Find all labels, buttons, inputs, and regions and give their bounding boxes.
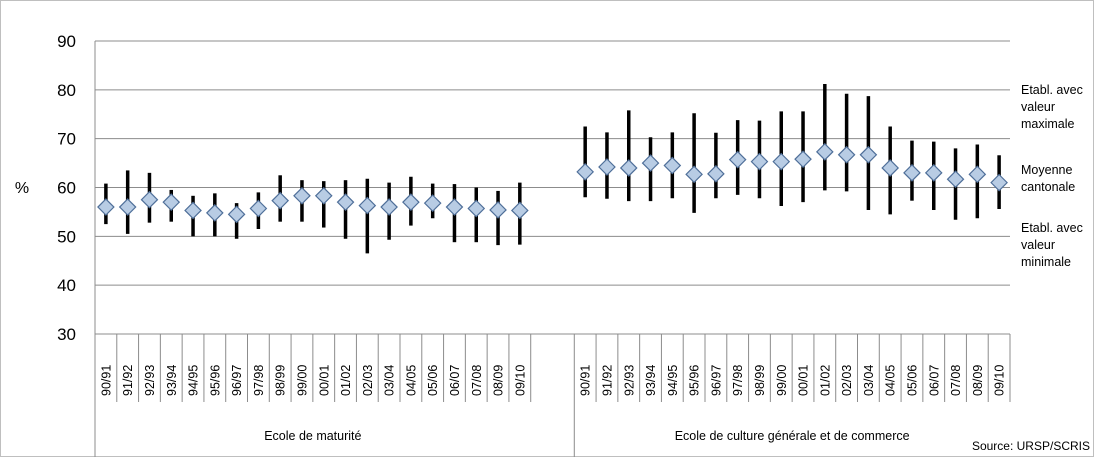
mean-marker bbox=[205, 204, 224, 222]
x-tick-label: 92/93 bbox=[622, 365, 636, 396]
x-tick-label: 03/04 bbox=[862, 365, 876, 396]
mean-marker bbox=[903, 164, 921, 182]
x-tick-label: 97/98 bbox=[252, 365, 266, 396]
mean-marker bbox=[293, 186, 311, 205]
x-tick-label: 07/08 bbox=[470, 365, 484, 396]
x-tick-label: 04/05 bbox=[404, 365, 418, 396]
mean-marker bbox=[162, 193, 181, 211]
mean-marker bbox=[859, 145, 878, 164]
mean-marker bbox=[576, 163, 595, 181]
min-note: Etabl. avec valeur minimale bbox=[1021, 221, 1083, 269]
x-tick-label: 91/92 bbox=[121, 365, 135, 396]
x-tick-label: 08/09 bbox=[492, 365, 506, 396]
mean-marker bbox=[750, 152, 769, 171]
x-tick-label: 93/94 bbox=[165, 365, 179, 396]
x-tick-label: 09/10 bbox=[513, 365, 527, 396]
mean-marker bbox=[815, 143, 834, 161]
x-tick-label: 94/95 bbox=[666, 365, 680, 396]
x-tick-label: 90/91 bbox=[99, 365, 113, 396]
mean-marker bbox=[707, 164, 725, 183]
y-tick-label: 50 bbox=[57, 227, 76, 246]
mean-marker bbox=[249, 199, 268, 218]
source: Source: URSP/SCRIS bbox=[972, 439, 1090, 453]
mean-marker bbox=[423, 194, 442, 212]
x-tick-label: 03/04 bbox=[383, 365, 397, 396]
x-tick-label: 98/99 bbox=[753, 365, 767, 396]
y-tick-label: 60 bbox=[57, 179, 76, 198]
group-label: Ecole de culture générale et de commerce bbox=[675, 429, 910, 443]
x-tick-label: 95/96 bbox=[688, 365, 702, 396]
mean-marker bbox=[728, 150, 747, 169]
x-tick-label: 02/03 bbox=[840, 365, 854, 396]
x-tick-label: 05/06 bbox=[905, 365, 919, 396]
mean-marker bbox=[358, 196, 377, 215]
x-tick-label: 99/00 bbox=[775, 365, 789, 396]
x-tick-label: 06/07 bbox=[448, 365, 462, 396]
mean-marker bbox=[97, 198, 115, 216]
x-tick-label: 09/10 bbox=[993, 365, 1007, 396]
mean-marker bbox=[336, 193, 355, 211]
mean-note: Moyenne cantonale bbox=[1021, 163, 1076, 194]
mean-marker bbox=[968, 165, 987, 184]
y-axis-label: % bbox=[15, 180, 29, 197]
x-tick-label: 08/09 bbox=[971, 365, 985, 396]
mean-marker bbox=[271, 191, 290, 210]
y-tick-label: 90 bbox=[57, 32, 76, 51]
mean-marker bbox=[598, 158, 616, 176]
mean-marker bbox=[314, 186, 333, 205]
mean-marker bbox=[881, 159, 900, 177]
mean-marker bbox=[685, 165, 703, 184]
x-tick-label: 99/00 bbox=[295, 365, 309, 396]
mean-marker bbox=[794, 150, 812, 169]
x-tick-label: 92/93 bbox=[143, 365, 157, 396]
mean-marker bbox=[663, 156, 682, 175]
group-label: Ecole de maturité bbox=[264, 429, 361, 443]
x-tick-label: 02/03 bbox=[361, 365, 375, 396]
x-tick-label: 94/95 bbox=[187, 365, 201, 396]
y-tick-label: 80 bbox=[57, 81, 76, 100]
mean-marker bbox=[118, 198, 137, 216]
x-tick-label: 93/94 bbox=[644, 365, 658, 396]
mean-marker bbox=[619, 159, 638, 177]
y-tick-label: 40 bbox=[57, 276, 76, 295]
mean-marker bbox=[380, 198, 398, 216]
max-note: Etabl. avec valeur maximale bbox=[1021, 83, 1083, 131]
mean-marker bbox=[924, 164, 943, 182]
x-tick-label: 07/08 bbox=[949, 365, 963, 396]
x-tick-label: 91/92 bbox=[600, 365, 614, 396]
x-tick-label: 01/02 bbox=[818, 365, 832, 396]
y-tick-label: 30 bbox=[57, 325, 76, 344]
x-tick-label: 90/91 bbox=[579, 365, 593, 396]
x-tick-label: 05/06 bbox=[426, 365, 440, 396]
mean-marker bbox=[837, 145, 856, 164]
x-tick-label: 96/97 bbox=[230, 365, 244, 396]
mean-marker bbox=[772, 152, 791, 171]
mean-marker bbox=[946, 170, 965, 189]
mean-marker bbox=[641, 154, 660, 172]
y-tick-label: 70 bbox=[57, 130, 76, 149]
x-tick-label: 97/98 bbox=[731, 365, 745, 396]
x-tick-label: 00/01 bbox=[797, 365, 811, 396]
x-tick-label: 06/07 bbox=[927, 365, 941, 396]
x-tick-label: 01/02 bbox=[339, 365, 353, 396]
mean-marker bbox=[489, 201, 507, 219]
x-tick-label: 04/05 bbox=[884, 365, 898, 396]
mean-marker bbox=[227, 205, 246, 224]
mean-marker bbox=[140, 190, 159, 209]
mean-marker bbox=[184, 201, 202, 220]
x-tick-label: 96/97 bbox=[709, 365, 723, 396]
mean-marker bbox=[467, 199, 486, 218]
x-tick-label: 00/01 bbox=[317, 365, 331, 396]
x-tick-label: 95/96 bbox=[208, 365, 222, 396]
mean-marker bbox=[402, 193, 420, 211]
mean-marker bbox=[510, 201, 529, 220]
mean-marker bbox=[445, 198, 464, 216]
x-tick-label: 98/99 bbox=[274, 365, 288, 396]
mean-marker bbox=[990, 173, 1008, 192]
